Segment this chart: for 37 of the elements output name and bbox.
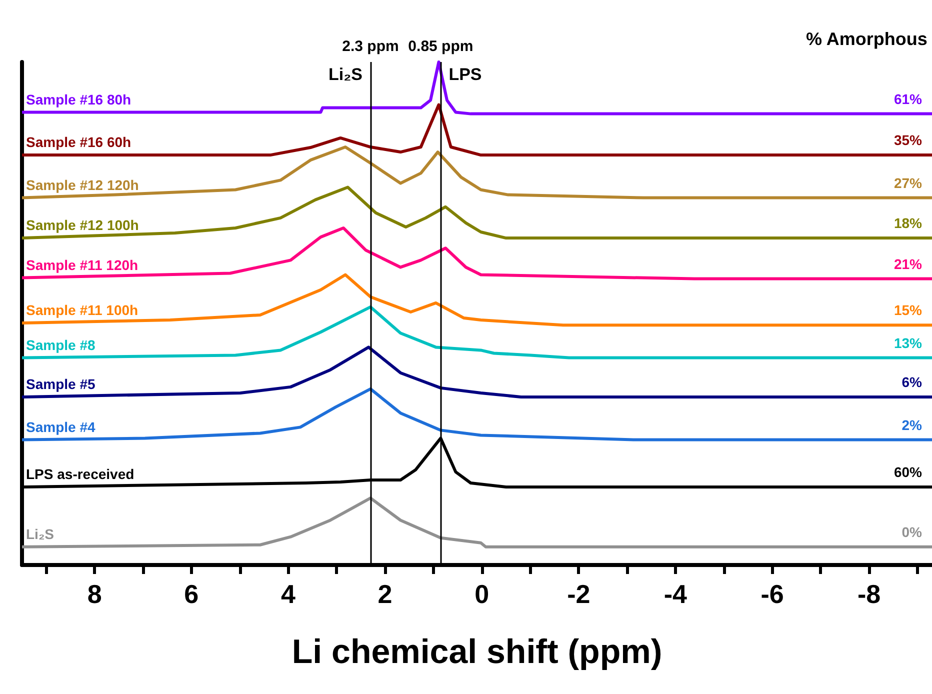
series-label: Sample #4 (26, 418, 96, 435)
x-tick-label: -4 (664, 579, 688, 609)
annotation: 35% (894, 132, 923, 148)
annotation: 2% (902, 416, 923, 433)
series-label: Sample #11 120h (26, 256, 138, 273)
series-label: Sample #12 100h (26, 217, 139, 234)
annotation: 21% (894, 256, 923, 272)
x-axis-title: Li chemical shift (ppm) (292, 633, 662, 671)
series-label: Sample #16 80h (26, 91, 132, 108)
series-label: Sample #12 120h (26, 176, 139, 193)
text: % Amorphous (806, 29, 928, 49)
annotation: 0% (902, 524, 923, 540)
annotation: 15% (894, 302, 923, 318)
ref-line-label: 2.3 ppm (342, 38, 399, 55)
series-label: Sample #16 60h (26, 134, 132, 150)
series-label: Sample #8 (26, 336, 96, 353)
annotation: 18% (894, 215, 923, 232)
series-label: Sample #11 100h (26, 302, 138, 318)
series-label: LPS as-received (26, 466, 134, 482)
x-tick-label: 4 (280, 579, 296, 609)
annotation: 27% (894, 174, 923, 191)
annotation: LPS (448, 65, 482, 84)
x-tick-label: -8 (858, 579, 881, 609)
x-tick-label: -2 (567, 579, 590, 609)
series-label: Li₂S (26, 526, 54, 542)
series-label: Sample #5 (26, 376, 96, 392)
x-tick-label: 6 (184, 579, 199, 609)
x-tick-label: 8 (87, 579, 102, 609)
x-tick-label: 0 (474, 579, 490, 609)
ref-line-label: 0.85 ppm (408, 38, 474, 55)
annotation: 6% (902, 374, 923, 390)
annotation: 61% (894, 90, 923, 107)
annotation: 60% (894, 464, 923, 480)
annotation: 13% (894, 334, 923, 351)
x-tick-label: 2 (378, 579, 392, 609)
x-tick-label: -6 (760, 579, 784, 609)
annotation: Li₂S (328, 65, 363, 84)
